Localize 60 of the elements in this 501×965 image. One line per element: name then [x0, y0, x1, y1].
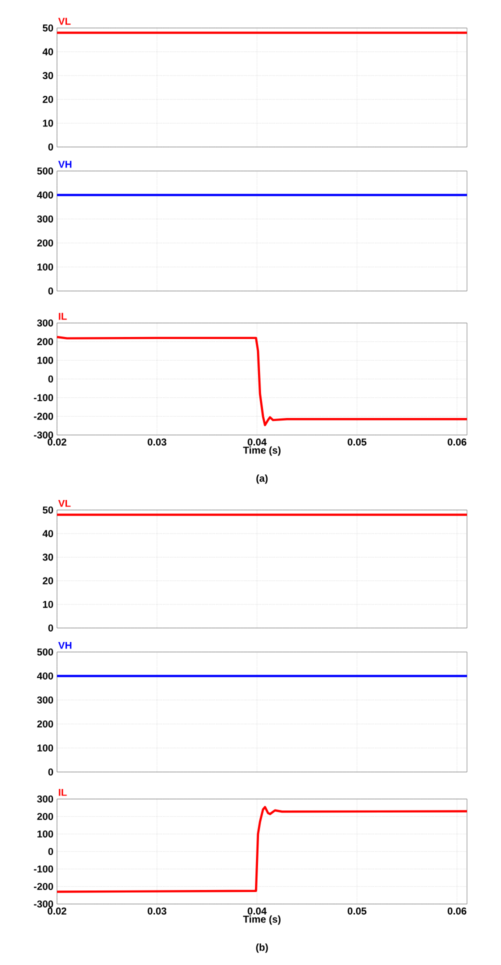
y-tick-label: -100 [34, 865, 54, 873]
y-tick-label: 0 [48, 375, 54, 383]
x-tick-label: 0.03 [148, 438, 166, 446]
y-tick-label: 100 [37, 356, 54, 364]
y-tick-label: 40 [42, 48, 54, 56]
x-tick-label: 0.05 [348, 908, 366, 915]
x-tick-label: 0.06 [448, 908, 466, 915]
x-tick-label: 0.06 [448, 438, 466, 446]
y-tick-label: 300 [37, 795, 54, 803]
y-tick-label: 300 [37, 696, 54, 704]
y-tick-label: 50 [42, 506, 54, 514]
x-tick-label: 0.02 [48, 908, 66, 915]
y-tick-label: 10 [43, 120, 54, 127]
y-tick-label: 200 [37, 239, 54, 247]
x-axis-title: Time (s) [243, 915, 281, 925]
text: (b) [256, 944, 268, 953]
y-tick-label: 50 [42, 24, 54, 32]
y-tick-label: 20 [42, 577, 54, 584]
y-tick-label: 400 [37, 672, 54, 680]
y-tick-label: -300 [34, 900, 54, 908]
y-tick-label: 0 [48, 848, 54, 856]
line-series [56, 336, 468, 426]
y-tick-label: 30 [42, 72, 54, 80]
x-tick-label: 0.05 [348, 438, 366, 446]
y-tick-label: -200 [34, 412, 54, 420]
y-tick-label: 300 [37, 215, 54, 223]
text: VH [58, 160, 72, 168]
y-tick-label: 0 [48, 624, 54, 632]
y-tick-label: 200 [37, 812, 54, 820]
x-tick-label: 0.04 [248, 438, 267, 446]
y-tick-label: 400 [37, 191, 54, 199]
y-tick-label: 500 [37, 648, 54, 656]
series-label: IL [58, 312, 67, 320]
y-tick-label: 300 [37, 319, 54, 327]
text: VH [58, 642, 72, 649]
y-tick-label: -300 [34, 431, 54, 439]
y-tick-label: 500 [37, 167, 54, 175]
y-tick-label: 100 [37, 744, 54, 752]
y-tick-label: 100 [37, 263, 54, 271]
y-tick-label: -200 [34, 882, 54, 890]
y-tick-label: 0 [48, 768, 54, 776]
y-tick-label: 40 [42, 530, 54, 538]
y-tick-label: 200 [37, 720, 54, 728]
y-tick-label: 200 [37, 338, 54, 346]
text: IL [58, 788, 67, 796]
series-label: VL [58, 18, 71, 25]
x-tick-label: 0.04 [248, 908, 267, 915]
series-label: VL [58, 500, 71, 507]
x-tick-label: 0.02 [48, 438, 66, 446]
x-tick-label: 0.03 [148, 908, 166, 915]
text: (a) [256, 474, 268, 484]
y-tick-label: -100 [34, 394, 54, 402]
y-tick-label: 10 [43, 600, 54, 608]
line-series [56, 806, 468, 893]
y-tick-label: 0 [48, 143, 54, 151]
y-tick-label: 20 [42, 96, 54, 103]
y-tick-label: 0 [48, 287, 54, 295]
y-tick-label: 30 [42, 554, 54, 561]
x-axis-title: Time (s) [243, 446, 281, 456]
y-tick-label: 100 [37, 830, 54, 838]
